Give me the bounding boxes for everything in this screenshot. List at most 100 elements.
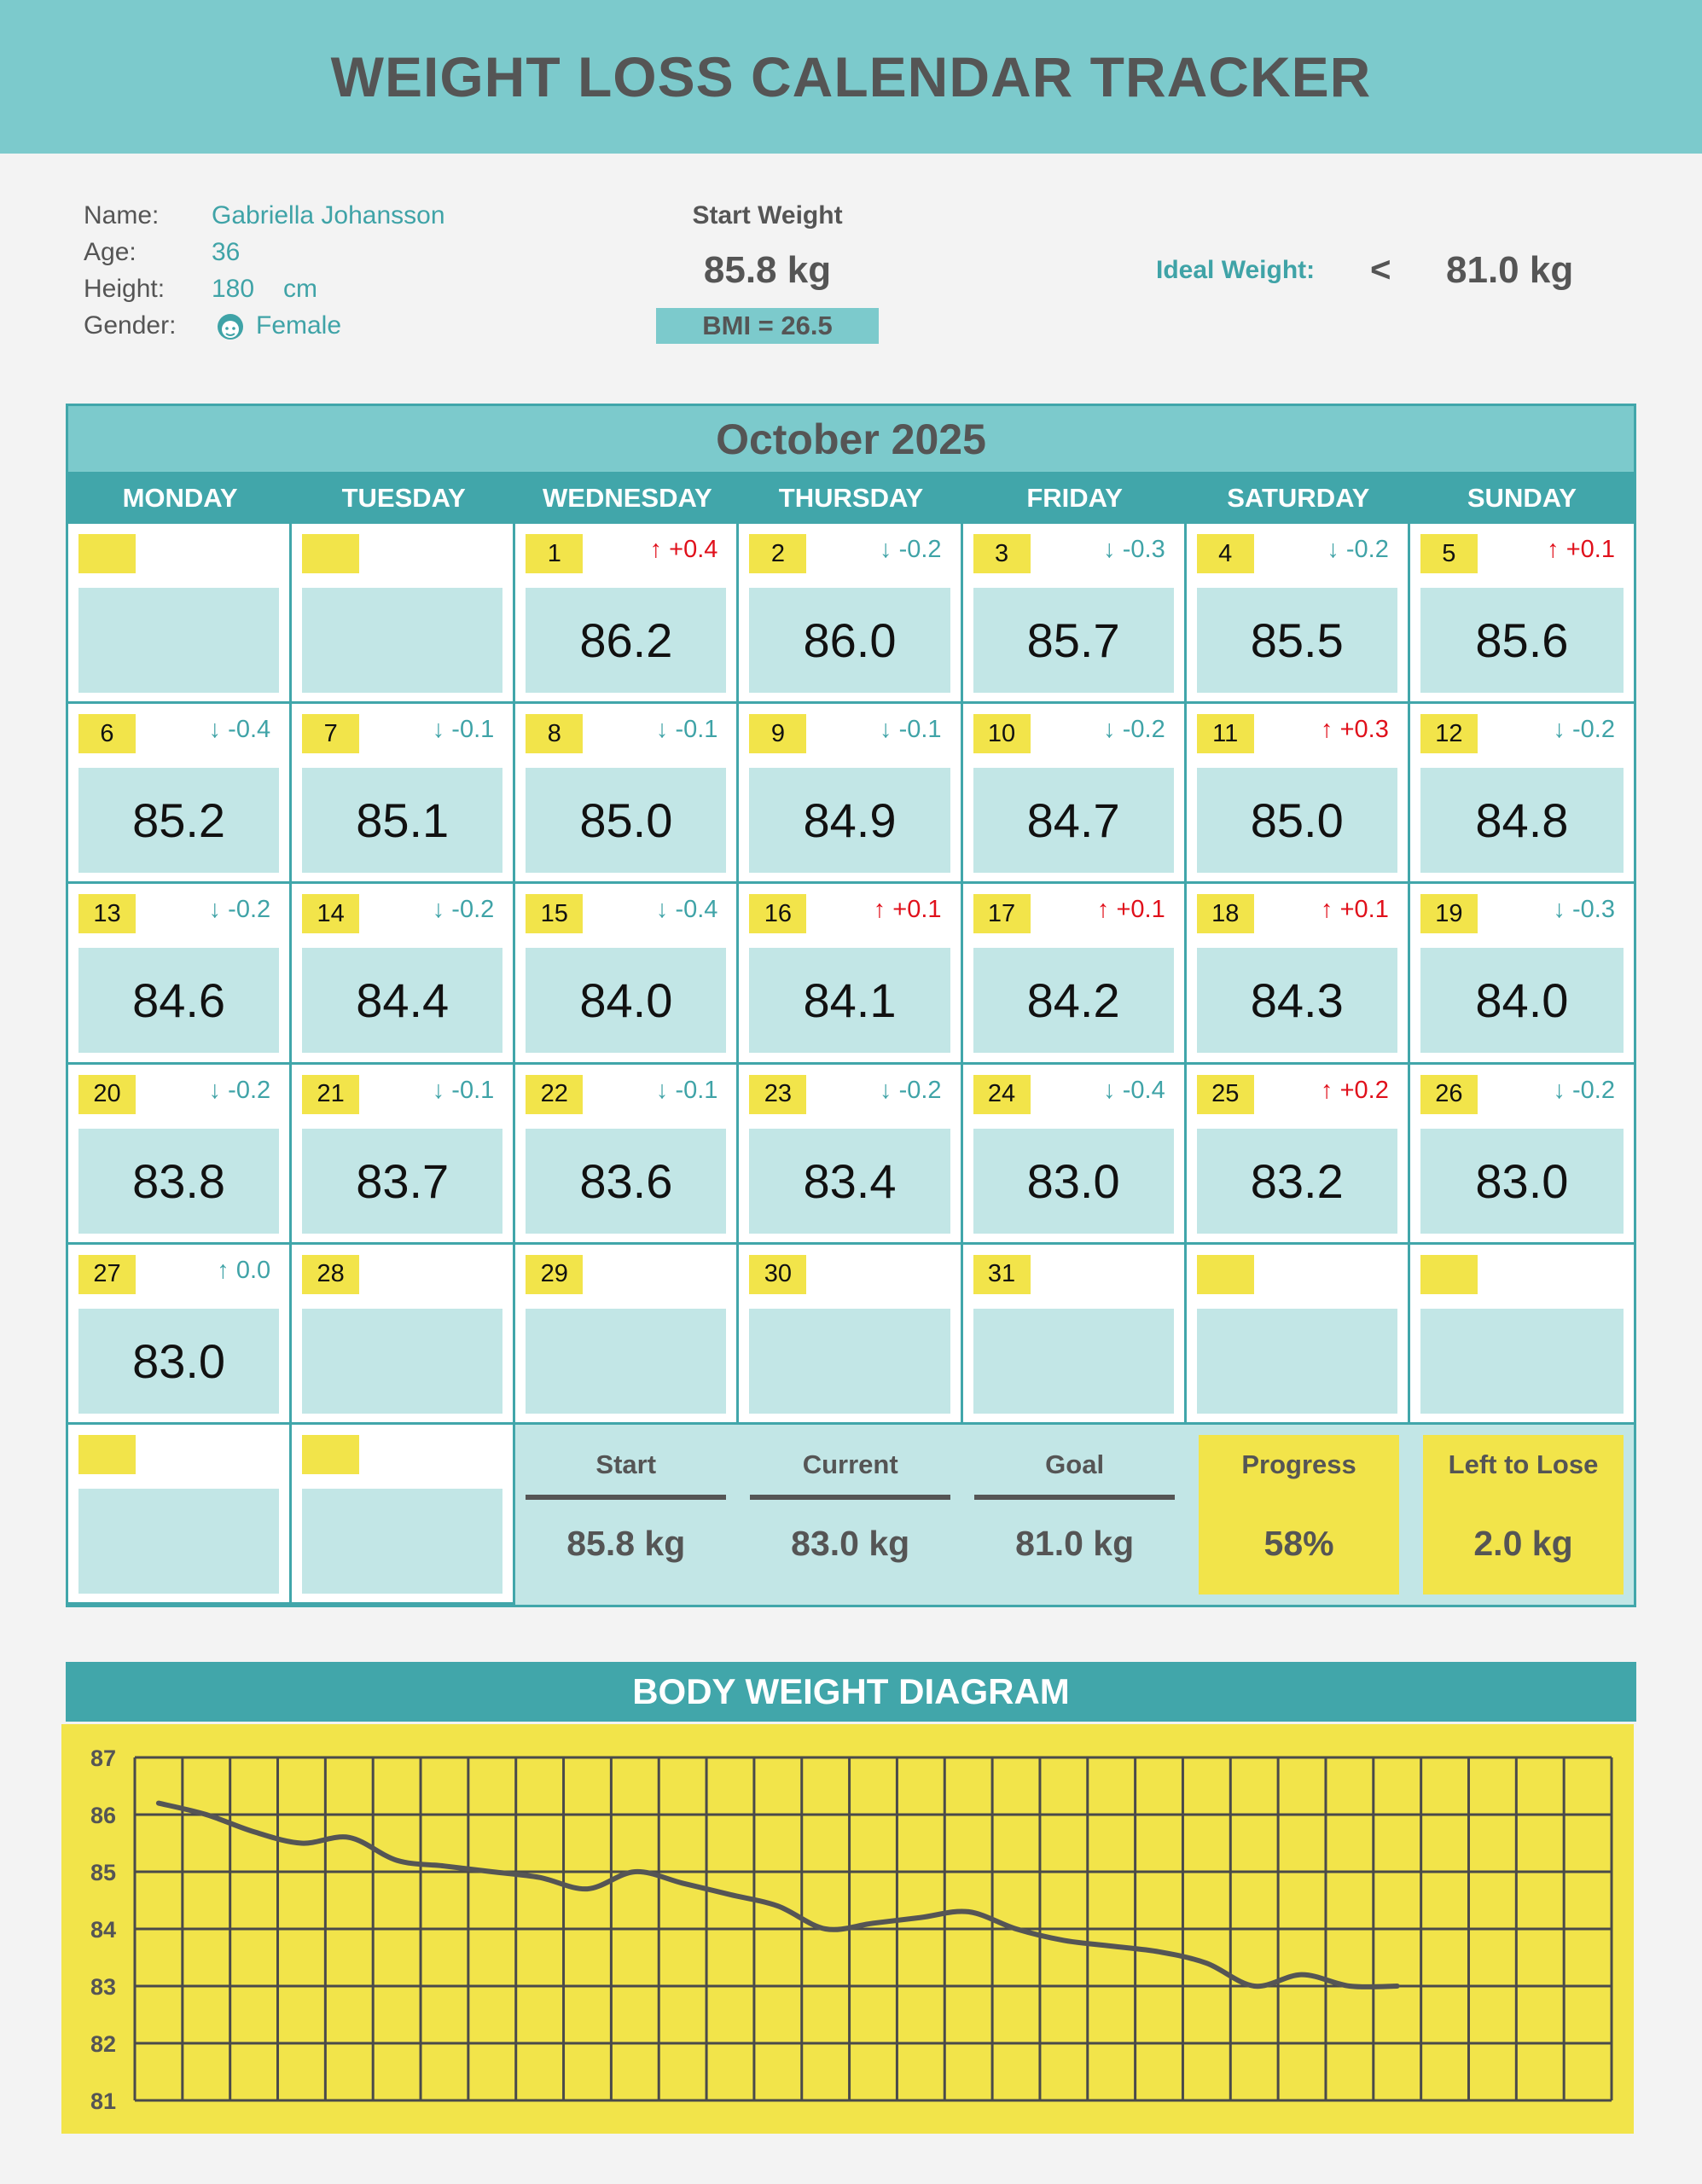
weight-input[interactable] [526, 1308, 727, 1414]
chart-title: BODY WEIGHT DIAGRAM [66, 1662, 1636, 1722]
age-value[interactable]: 36 [212, 238, 241, 266]
weight-change: ↑ +0.1 [1096, 896, 1165, 924]
day-cell-22[interactable]: 22 ↓ -0.1 83.6 [515, 1064, 740, 1245]
gender-value[interactable]: Female [256, 311, 342, 340]
day-cell-23[interactable]: 23 ↓ -0.2 83.4 [739, 1064, 963, 1245]
empty-day-cell[interactable] [1186, 1244, 1410, 1425]
day-cell-2[interactable]: 2 ↓ -0.2 86.0 [739, 524, 963, 705]
weight-input[interactable]: 84.0 [526, 948, 727, 1054]
date-badge: 1 [526, 534, 584, 573]
date-badge: 12 [1420, 714, 1478, 754]
page-title: WEIGHT LOSS CALENDAR TRACKER [330, 45, 1372, 108]
weight-input[interactable]: 83.8 [78, 1128, 280, 1234]
weight-input[interactable] [1196, 1308, 1397, 1414]
day-cell-1[interactable]: 1 ↑ +0.4 86.2 [515, 524, 740, 705]
day-cell-12[interactable]: 12 ↓ -0.2 84.8 [1409, 704, 1634, 885]
day-cell-21[interactable]: 21 ↓ -0.1 83.7 [292, 1064, 516, 1245]
day-cell-6[interactable]: 6 ↓ -0.4 85.2 [68, 704, 293, 885]
day-cell-29[interactable]: 29 [515, 1244, 740, 1425]
weight-input[interactable] [302, 588, 503, 693]
divider [526, 1494, 727, 1500]
day-cell-18[interactable]: 18 ↑ +0.1 84.3 [1186, 884, 1410, 1065]
empty-day-cell[interactable] [1409, 1244, 1634, 1425]
height-value[interactable]: 180 [212, 275, 255, 303]
weight-change: ↑ +0.1 [1547, 536, 1615, 563]
day-cell-11[interactable]: 11 ↑ +0.3 85.0 [1186, 704, 1410, 885]
weight-input[interactable]: 83.0 [78, 1308, 280, 1414]
date-badge: 25 [1196, 1074, 1254, 1114]
day-cell-30[interactable]: 30 [739, 1244, 963, 1425]
weight-input[interactable] [749, 1308, 950, 1414]
day-cell-28[interactable]: 28 [292, 1244, 516, 1425]
date-badge: 13 [78, 894, 136, 934]
date-badge: 31 [973, 1254, 1031, 1294]
weight-input[interactable]: 83.0 [1420, 1128, 1624, 1234]
day-cell-15[interactable]: 15 ↓ -0.4 84.0 [515, 884, 740, 1065]
day-cell-16[interactable]: 16 ↑ +0.1 84.1 [739, 884, 963, 1065]
weight-input[interactable]: 85.6 [1420, 588, 1624, 693]
day-cell-4[interactable]: 4 ↓ -0.2 85.5 [1186, 524, 1410, 705]
weight-input[interactable]: 85.0 [1196, 768, 1397, 874]
weight-input[interactable]: 85.0 [526, 768, 727, 874]
empty-day-cell[interactable] [68, 1424, 293, 1605]
day-cell-13[interactable]: 13 ↓ -0.2 84.6 [68, 884, 293, 1065]
summary-value: 81.0 kg [1015, 1523, 1135, 1563]
day-cell-10[interactable]: 10 ↓ -0.2 84.7 [962, 704, 1187, 885]
weight-input[interactable]: 84.2 [973, 948, 1174, 1054]
day-cell-24[interactable]: 24 ↓ -0.4 83.0 [962, 1064, 1187, 1245]
weight-input[interactable]: 83.4 [749, 1128, 950, 1234]
weight-change: ↑ +0.1 [1321, 896, 1389, 924]
day-cell-17[interactable]: 17 ↑ +0.1 84.2 [962, 884, 1187, 1065]
bmi-badge: BMI = 26.5 [656, 308, 879, 344]
weight-input[interactable]: 85.2 [78, 768, 280, 874]
name-value[interactable]: Gabriella Johansson [212, 201, 445, 229]
weight-input[interactable] [302, 1308, 503, 1414]
weight-input[interactable]: 84.7 [973, 768, 1174, 874]
weight-change: ↓ -0.2 [208, 1076, 271, 1104]
weight-input[interactable]: 84.6 [78, 948, 280, 1054]
weight-input[interactable] [973, 1308, 1174, 1414]
ideal-weight-value[interactable]: 81.0 kg [1446, 249, 1574, 291]
weight-input[interactable]: 83.2 [1196, 1128, 1397, 1234]
weight-input[interactable]: 86.2 [526, 588, 727, 693]
day-cell-14[interactable]: 14 ↓ -0.2 84.4 [292, 884, 516, 1065]
weight-input[interactable]: 83.0 [973, 1128, 1174, 1234]
weight-input[interactable] [78, 1488, 280, 1594]
day-cell-27[interactable]: 27 ↑ 0.0 83.0 [68, 1244, 293, 1425]
weight-input[interactable]: 84.4 [302, 948, 503, 1054]
weight-input[interactable]: 85.7 [973, 588, 1174, 693]
day-cell-31[interactable]: 31 [962, 1244, 1187, 1425]
empty-day-cell[interactable] [68, 524, 293, 705]
day-cell-25[interactable]: 25 ↑ +0.2 83.2 [1186, 1064, 1410, 1245]
empty-day-cell[interactable] [292, 524, 516, 705]
weight-input[interactable] [78, 588, 280, 693]
date-badge: 26 [1420, 1074, 1478, 1114]
date-badge: 14 [302, 894, 360, 934]
day-cell-8[interactable]: 8 ↓ -0.1 85.0 [515, 704, 740, 885]
day-cell-26[interactable]: 26 ↓ -0.2 83.0 [1409, 1064, 1634, 1245]
weight-input[interactable]: 84.3 [1196, 948, 1397, 1054]
weight-input[interactable]: 84.8 [1420, 768, 1624, 874]
weight-input[interactable]: 84.1 [749, 948, 950, 1054]
weight-change: ↓ -0.1 [432, 716, 495, 744]
day-cell-7[interactable]: 7 ↓ -0.1 85.1 [292, 704, 516, 885]
day-cell-19[interactable]: 19 ↓ -0.3 84.0 [1409, 884, 1634, 1065]
date-badge: 10 [973, 714, 1031, 754]
summary-value: 58% [1263, 1523, 1334, 1563]
date-badge: 21 [302, 1074, 360, 1114]
weight-input[interactable]: 85.5 [1196, 588, 1397, 693]
empty-day-cell[interactable] [292, 1424, 516, 1605]
day-cell-3[interactable]: 3 ↓ -0.3 85.7 [962, 524, 1187, 705]
day-cell-20[interactable]: 20 ↓ -0.2 83.8 [68, 1064, 293, 1245]
day-cell-5[interactable]: 5 ↑ +0.1 85.6 [1409, 524, 1634, 705]
divider [974, 1494, 1176, 1500]
weight-input[interactable]: 83.7 [302, 1128, 503, 1234]
day-cell-9[interactable]: 9 ↓ -0.1 84.9 [739, 704, 963, 885]
weight-input[interactable]: 84.9 [749, 768, 950, 874]
weight-input[interactable] [302, 1488, 503, 1594]
weight-input[interactable]: 86.0 [749, 588, 950, 693]
weight-input[interactable]: 84.0 [1420, 948, 1624, 1054]
weight-input[interactable] [1420, 1308, 1624, 1414]
weight-input[interactable]: 83.6 [526, 1128, 727, 1234]
weight-input[interactable]: 85.1 [302, 768, 503, 874]
